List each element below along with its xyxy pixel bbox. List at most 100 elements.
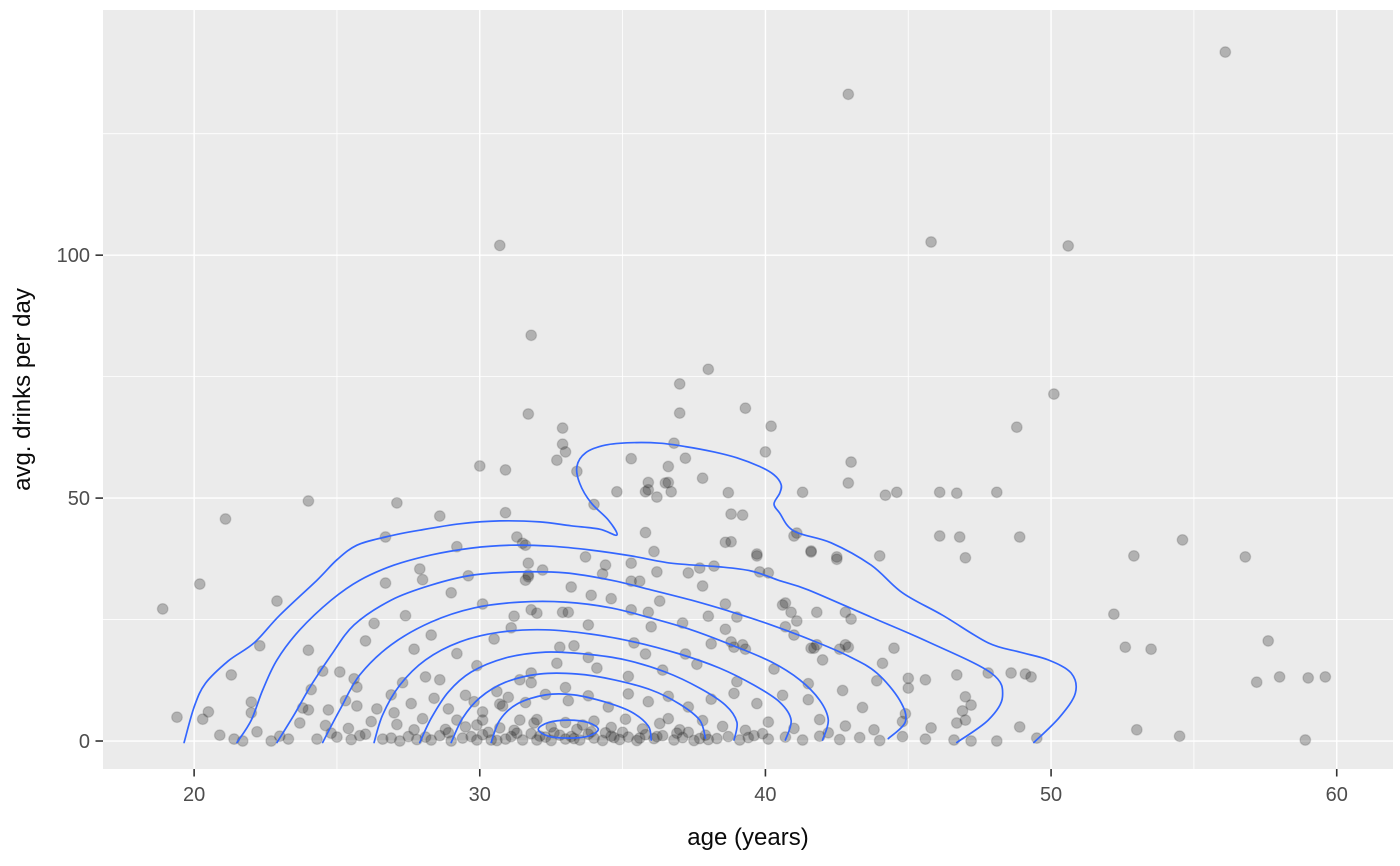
data-point [902,672,915,685]
data-point [419,670,432,683]
data-point [1299,734,1312,746]
data-point [359,728,372,741]
data-point [633,732,646,745]
data-point [202,705,215,718]
data-point [302,644,315,657]
data-point [950,717,963,729]
data-point [702,610,715,623]
data-point [456,732,469,745]
data-point [756,727,769,740]
data-point [839,638,852,651]
x-tick-label: 50 [1040,784,1062,806]
data-point [736,509,749,522]
data-point [845,456,858,469]
data-point [925,236,938,248]
data-point [1030,732,1043,745]
data-point [739,724,752,737]
data-point [562,694,575,707]
data-point [1319,670,1332,683]
data-point [813,713,826,726]
data-point [442,726,455,739]
data-point [1019,668,1032,680]
data-point [725,508,738,521]
data-point [416,712,429,725]
data-point [345,733,358,746]
data-point [582,689,595,702]
data-point [508,724,521,737]
data-point [1219,46,1232,59]
data-point [616,726,629,739]
data-point [1145,643,1158,656]
data-point [559,716,572,729]
x-axis-title: age (years) [687,824,808,851]
data-point [585,589,598,602]
data-point [613,733,626,746]
data-point [805,642,818,655]
data-point [368,617,381,630]
data-point [1013,720,1026,733]
data-point [599,559,612,572]
data-point [519,574,532,587]
data-point [662,460,675,473]
data-point [513,714,526,727]
data-point [1262,634,1275,647]
density-contour [236,544,1004,744]
data-point [933,530,946,542]
data-point [1250,676,1263,689]
density-contour [183,441,1078,744]
data-point [959,690,972,703]
data-point [888,642,900,655]
data-point [470,734,483,746]
data-point [759,445,772,458]
data-point [633,575,646,588]
data-point [959,551,972,564]
data-point [839,720,852,732]
density-contour [490,692,653,744]
data-point [530,713,543,726]
data-point [316,665,329,678]
data-point [796,734,809,746]
data-point [650,565,663,578]
data-point [459,720,472,733]
data-point [399,609,412,622]
data-point [965,735,978,747]
data-point [353,729,366,742]
data-point [476,714,489,727]
data-point [213,729,226,742]
chart-layers: 20 30 40 50 60 0 50 100 [57,10,1393,806]
data-point [510,727,523,740]
data-point [390,496,403,509]
data-point [265,735,278,747]
data-point [659,477,672,489]
data-point [896,730,909,743]
data-point [856,701,869,714]
data-point [459,689,472,702]
data-point [225,668,238,681]
data-point [302,495,315,507]
data-point [568,639,580,652]
data-point [385,732,398,745]
panel-background [103,10,1393,769]
data-point [653,595,666,608]
data-point [1273,670,1286,683]
data-point [645,620,658,633]
data-point [330,731,343,744]
density-contour [450,672,707,744]
data-point [662,476,675,489]
data-point [559,681,572,694]
data-point [1010,421,1023,434]
data-point [696,580,709,592]
data-point [750,548,763,560]
data-point [839,606,852,619]
data-point [505,730,518,743]
data-point [1130,723,1143,736]
data-point [553,641,566,654]
data-point [196,713,209,726]
data-point [428,692,441,705]
data-point [302,703,315,716]
data-point [376,733,389,746]
data-point [742,731,755,744]
data-point [433,510,446,523]
data-point [425,734,438,746]
data-point [776,599,789,611]
